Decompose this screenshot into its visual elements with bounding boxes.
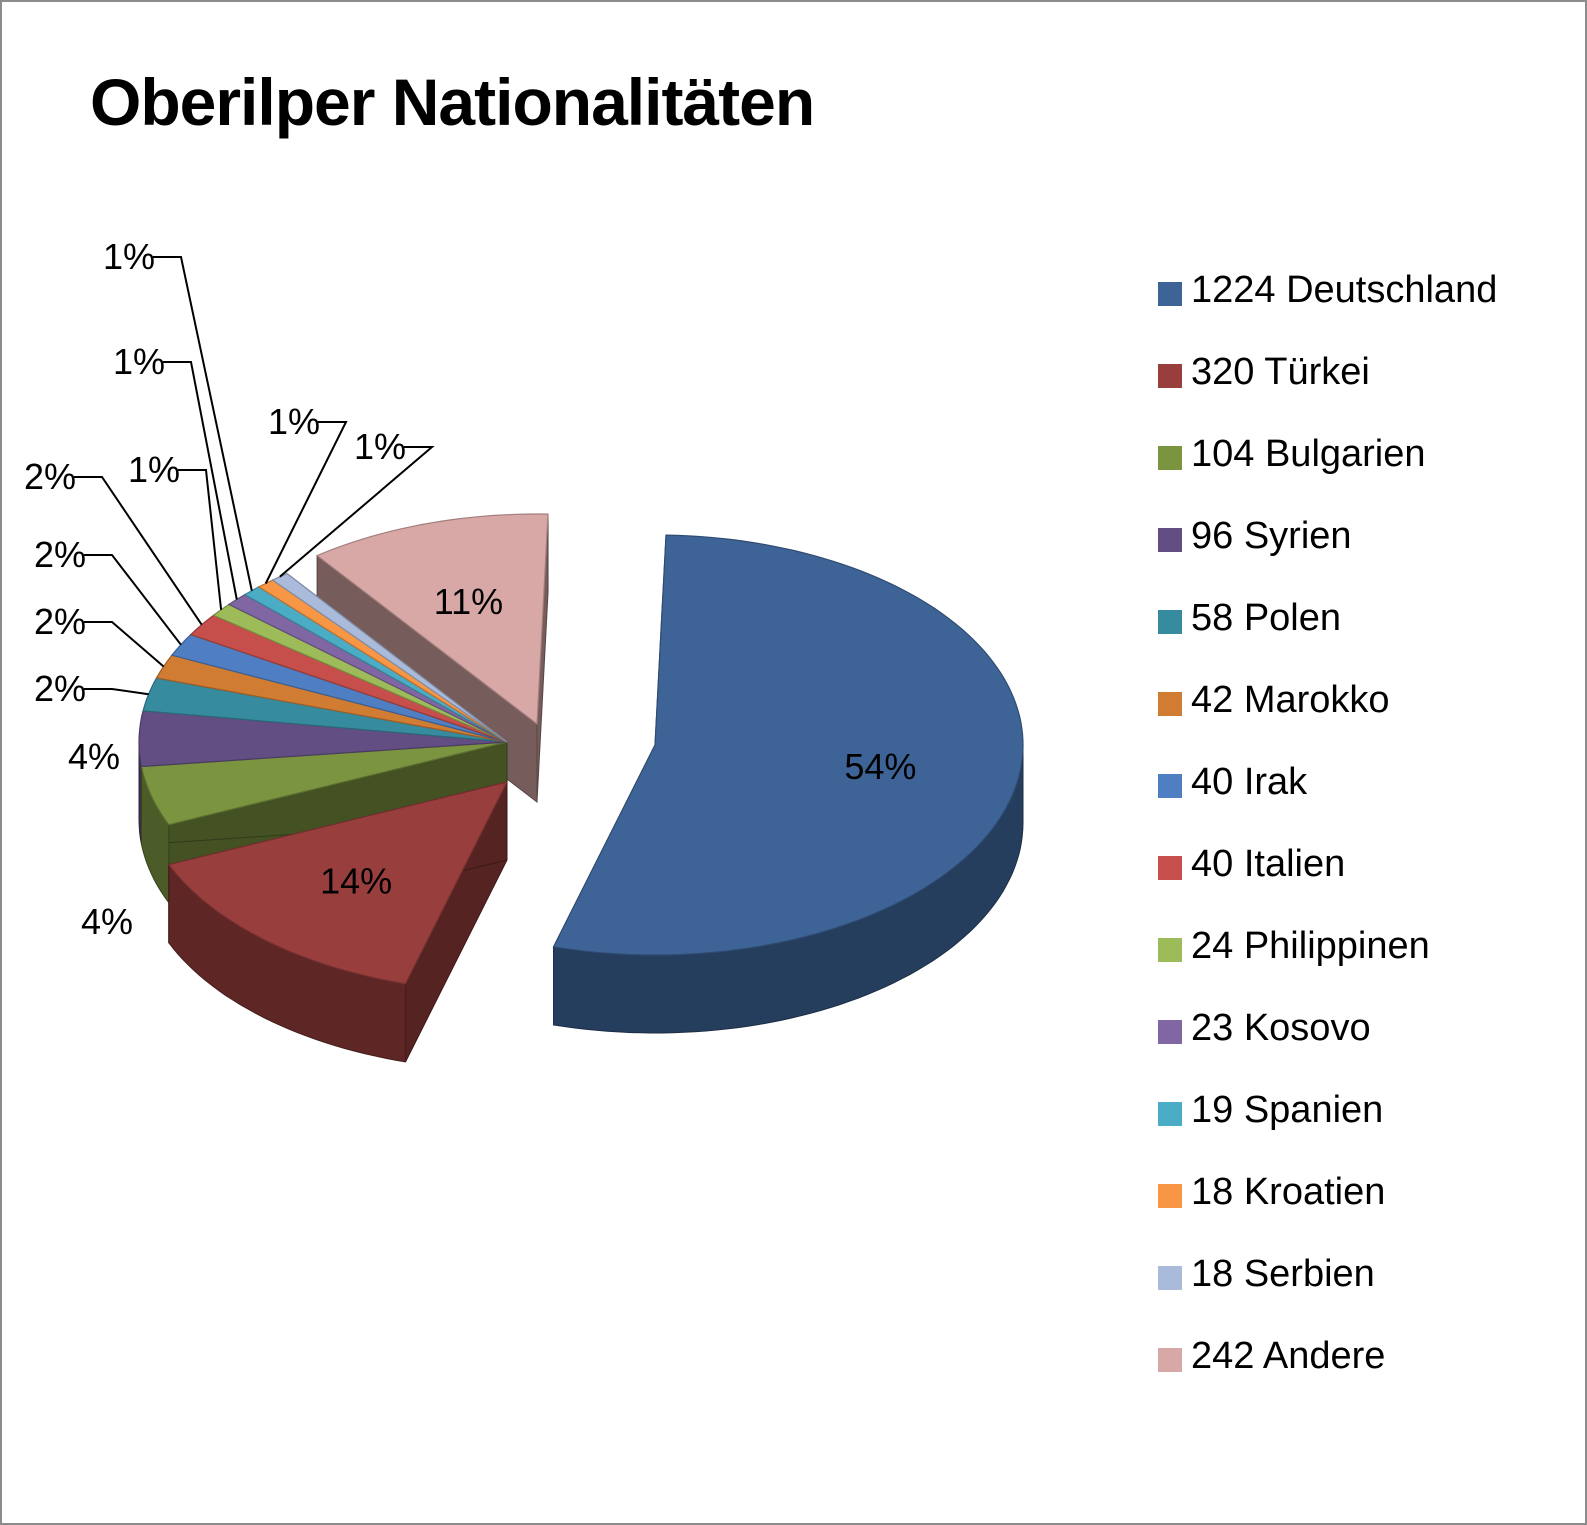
leader-line [84, 554, 182, 646]
slice-pct-label: 54% [844, 746, 916, 787]
legend-label: 1224 Deutschland [1191, 269, 1498, 311]
legend-swatch [1158, 1184, 1182, 1208]
legend-label: 19 Spanien [1191, 1089, 1384, 1131]
slice-pct-label: 1% [354, 426, 406, 467]
pie-tops [138, 513, 1024, 985]
slice-pct-label: 4% [81, 901, 133, 942]
legend-label: 40 Italien [1191, 843, 1346, 885]
leader-line [84, 688, 149, 696]
leader-line [84, 621, 165, 668]
legend-swatch [1158, 446, 1182, 470]
leader-line [279, 446, 435, 578]
slice-pct-label: 4% [68, 736, 120, 777]
slice-pct-label: 2% [24, 456, 76, 497]
legend-label: 40 Irak [1191, 761, 1308, 803]
slice-pct-label: 14% [320, 861, 392, 902]
legend-swatch [1158, 528, 1182, 552]
legend-label: 18 Serbien [1191, 1253, 1375, 1295]
legend-label: 320 Türkei [1191, 351, 1370, 393]
legend-swatch [1158, 1348, 1182, 1372]
chart-title: Oberilper Nationalitäten [90, 65, 815, 139]
legend-swatch [1158, 856, 1182, 880]
leader-line [163, 361, 238, 600]
legend-label: 23 Kosovo [1191, 1007, 1371, 1049]
leader-line [264, 421, 348, 584]
leader-line [153, 256, 253, 591]
slice-pct-label: 1% [103, 236, 155, 277]
slice-pct-label: 1% [268, 401, 320, 442]
legend-swatch [1158, 938, 1182, 962]
legend-label: 24 Philippinen [1191, 925, 1430, 967]
legend-label: 104 Bulgarien [1191, 433, 1426, 475]
legend-swatch [1158, 282, 1182, 306]
slice-pct-label: 1% [113, 341, 165, 382]
pie-slice [552, 534, 1024, 956]
slice-pct-label: 2% [34, 601, 86, 642]
legend-swatch [1158, 364, 1182, 388]
pie-slice [138, 710, 508, 768]
slice-pct-label: 2% [34, 668, 86, 709]
slice-pct-label: 1% [128, 449, 180, 490]
legend-label: 18 Kroatien [1191, 1171, 1386, 1213]
legend-swatch [1158, 1020, 1182, 1044]
slice-labels: 54% 14% 11% 4% 4% 2% 2% 2% 2% 1% 1% 1% 1% 1% [24, 236, 916, 942]
slice-pct-label: 11% [434, 581, 503, 622]
pie-slice [315, 513, 549, 726]
legend-swatch [1158, 610, 1182, 634]
pie-slice [140, 741, 508, 826]
legend-label: 58 Polen [1191, 597, 1342, 639]
leader-line [178, 469, 223, 610]
slice-pct-label: 2% [34, 534, 86, 575]
legend-swatch [1158, 692, 1182, 716]
legend-swatch [1158, 1266, 1182, 1290]
leader-line [74, 476, 203, 626]
legend-label: 42 Marokko [1191, 679, 1390, 721]
legend-label: 96 Syrien [1191, 515, 1352, 557]
pie-slice [167, 781, 509, 985]
legend-label: 242 Andere [1191, 1335, 1386, 1377]
legend-swatch [1158, 774, 1182, 798]
legend-swatch [1158, 1102, 1182, 1126]
